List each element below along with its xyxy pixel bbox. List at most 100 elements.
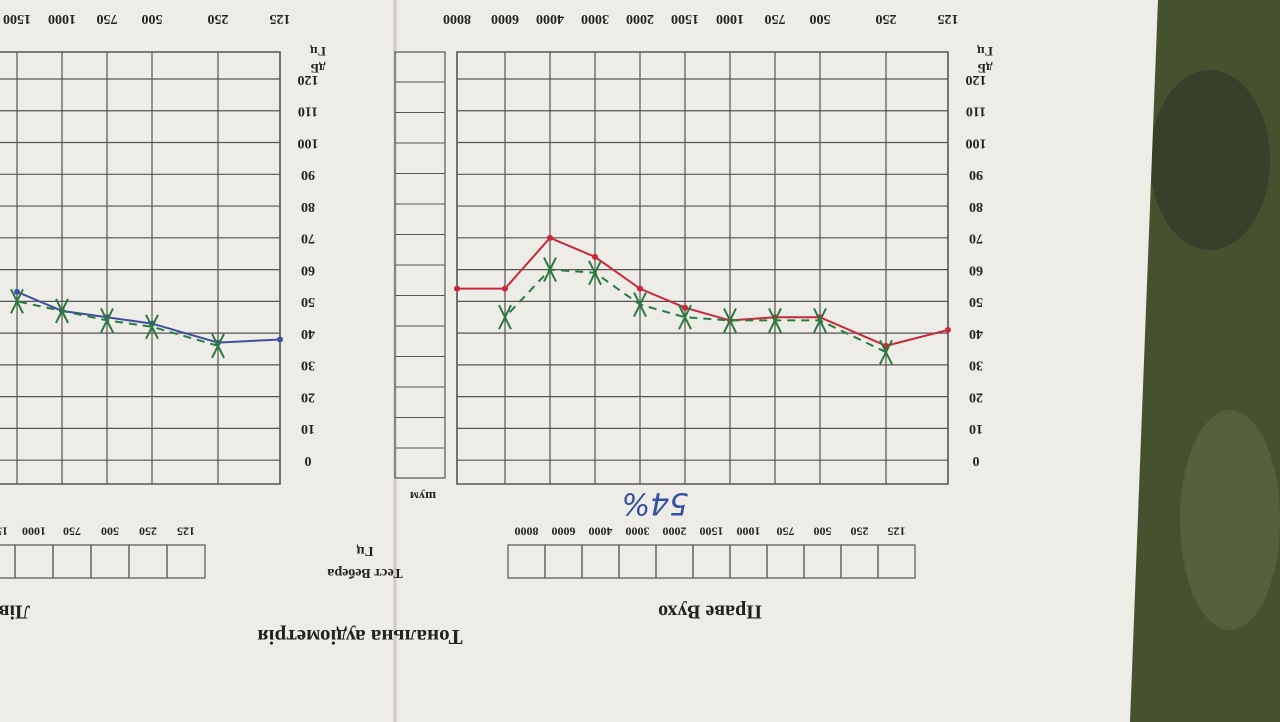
x-axis-label: Гц xyxy=(310,44,326,59)
x-tick-label: 2000 xyxy=(626,11,654,26)
series-line xyxy=(16,290,281,344)
weber-freq-label: 750 xyxy=(63,524,81,538)
x-marker xyxy=(211,333,225,359)
x-tick-label: 8000 xyxy=(443,11,471,26)
y-tick-label: 90 xyxy=(301,167,315,182)
y-tick-label: 10 xyxy=(301,421,315,436)
x-marker xyxy=(813,307,827,333)
y-tick-label: 0 xyxy=(305,453,312,468)
weber-freq-label: 2000 xyxy=(663,524,687,538)
x-tick-label: 1500 xyxy=(671,11,699,26)
weber-freq-label: 1500 xyxy=(700,524,724,538)
x-tick-label: 125 xyxy=(270,11,291,26)
x-tick-label: 3000 xyxy=(581,11,609,26)
x-tick-label: 6000 xyxy=(491,11,519,26)
weber-freq-label: 500 xyxy=(101,524,119,538)
dot-marker xyxy=(454,285,460,292)
y-tick-label: 50 xyxy=(969,294,983,309)
y-tick-label: 110 xyxy=(298,104,318,119)
x-tick-label: 500 xyxy=(810,11,831,26)
y-tick-label: 30 xyxy=(969,358,983,373)
x-marker xyxy=(768,307,782,333)
x-tick-label: 1000 xyxy=(716,11,744,26)
weber-freq-label: 3000 xyxy=(626,524,650,538)
y-tick-label: 40 xyxy=(301,326,315,341)
weber-cell xyxy=(507,544,546,579)
y-tick-label: 70 xyxy=(301,231,315,246)
x-tick-label: 750 xyxy=(97,11,118,26)
weber-freq-label: 4000 xyxy=(589,524,613,538)
y-tick-label: 120 xyxy=(298,72,319,87)
paper xyxy=(0,0,1158,722)
weber-freq-label: 250 xyxy=(851,524,869,538)
y-tick-label: 0 xyxy=(973,453,980,468)
y-tick-label: 70 xyxy=(969,231,983,246)
x-marker xyxy=(10,288,24,314)
x-marker xyxy=(723,307,737,333)
weber-freq-label: 1500 xyxy=(0,524,8,538)
x-tick-label: 125 xyxy=(938,11,959,26)
weber-freq-label: 1000 xyxy=(737,524,761,538)
x-tick-label: 500 xyxy=(142,11,163,26)
handwritten-note: 54% xyxy=(622,486,689,521)
weber-cell xyxy=(0,544,16,579)
dot-marker xyxy=(14,288,20,295)
noise-label: шум xyxy=(410,489,436,504)
dot-marker xyxy=(592,253,598,260)
weber-freq-label: 8000 xyxy=(515,524,539,538)
x-tick-label: 750 xyxy=(765,11,786,26)
y-tick-label: 100 xyxy=(298,135,319,150)
y-tick-label: 60 xyxy=(969,262,983,277)
weber-freq-label: 6000 xyxy=(552,524,576,538)
x-tick-label: 1500 xyxy=(3,11,31,26)
weber-freq-label: 125 xyxy=(888,524,906,538)
x-marker xyxy=(879,339,893,365)
x-marker xyxy=(543,257,557,283)
x-axis-label: Гц xyxy=(977,44,993,59)
dot-marker xyxy=(945,326,951,333)
y-axis-label: дБ xyxy=(310,61,325,76)
dot-marker xyxy=(277,336,283,343)
dot-marker xyxy=(637,285,643,292)
weber-freq-label: 1000 xyxy=(22,524,46,538)
x-marker xyxy=(633,292,647,317)
y-tick-label: 30 xyxy=(301,358,315,373)
sheet: Тональна аудіометрія Праве Вухо Ліве Тес… xyxy=(0,0,1158,722)
dot-marker xyxy=(547,234,553,241)
y-tick-label: 20 xyxy=(301,389,315,404)
x-tick-label: 1000 xyxy=(48,11,76,26)
weber-unit: Гц xyxy=(357,543,374,558)
y-tick-label: 40 xyxy=(969,326,983,341)
title: Тональна аудіометрія xyxy=(257,625,462,649)
weber-freq-label: 250 xyxy=(139,524,157,538)
y-tick-label: 50 xyxy=(301,294,315,309)
x-marker xyxy=(55,298,69,324)
x-marker xyxy=(498,304,512,330)
dot-marker xyxy=(502,285,508,292)
y-tick-label: 120 xyxy=(966,72,987,87)
y-tick-label: 60 xyxy=(301,262,315,277)
weber-freq-label: 750 xyxy=(777,524,795,538)
x-marker xyxy=(145,314,159,340)
x-tick-label: 4000 xyxy=(536,11,564,26)
y-tick-label: 10 xyxy=(969,421,983,436)
y-axis-label: дБ xyxy=(977,61,992,76)
left-ear-title: Ліве xyxy=(0,600,30,622)
y-tick-label: 20 xyxy=(969,389,983,404)
series-line xyxy=(504,268,887,354)
right-ear-title: Праве Вухо xyxy=(658,600,762,622)
y-tick-label: 90 xyxy=(969,167,983,182)
y-tick-label: 80 xyxy=(301,199,315,214)
weber-freq-label: 500 xyxy=(814,524,832,538)
x-tick-label: 250 xyxy=(208,11,229,26)
weber-freq-label: 125 xyxy=(177,524,195,538)
y-tick-label: 110 xyxy=(966,104,986,119)
x-tick-label: 250 xyxy=(876,11,897,26)
weber-label: Тест Вебера xyxy=(327,565,402,580)
x-marker xyxy=(588,260,602,286)
x-marker xyxy=(100,307,114,333)
y-tick-label: 80 xyxy=(969,199,983,214)
x-marker xyxy=(678,304,692,330)
dot-marker xyxy=(682,304,688,311)
